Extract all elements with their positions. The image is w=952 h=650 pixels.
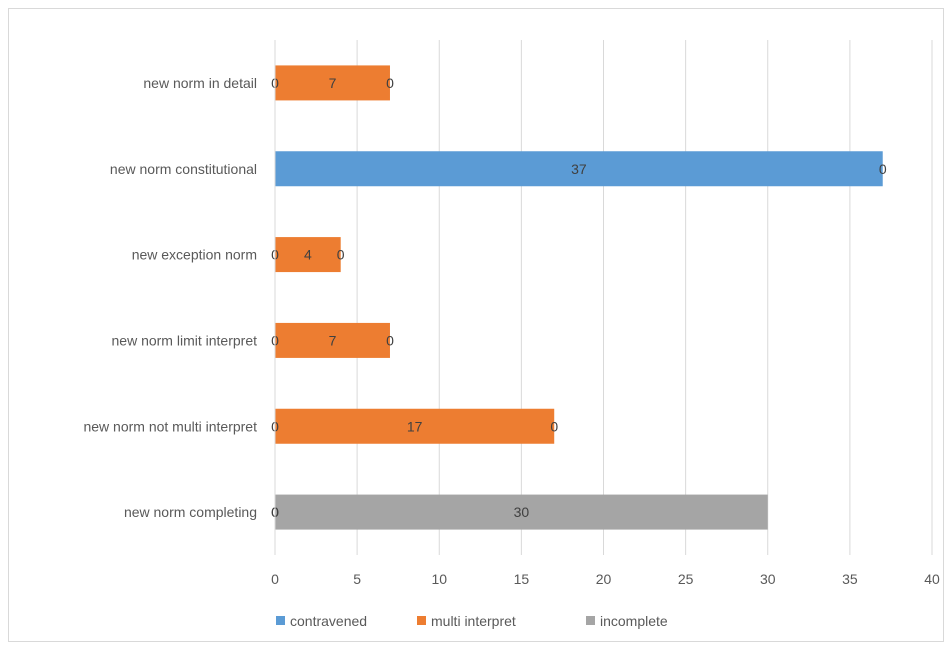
x-tick-labels: 0 5 10 15 20 25 30 35 40 bbox=[271, 571, 940, 587]
data-label: 0 bbox=[386, 332, 394, 348]
bar-multi-interpret bbox=[275, 237, 341, 273]
bar-contravened bbox=[275, 151, 883, 187]
data-label: 0 bbox=[386, 75, 394, 91]
category-label: new norm not multi interpret bbox=[83, 418, 257, 434]
legend-label: multi interpret bbox=[431, 613, 516, 629]
legend-swatch bbox=[417, 616, 426, 625]
x-tick-label: 35 bbox=[842, 571, 858, 587]
legend-swatch bbox=[586, 616, 595, 625]
chart-frame bbox=[8, 8, 944, 642]
data-label: 0 bbox=[550, 418, 558, 434]
legend-label: contravened bbox=[290, 613, 367, 629]
bar-incomplete bbox=[275, 494, 768, 530]
bar-multi-interpret bbox=[275, 65, 390, 101]
data-label: 30 bbox=[514, 504, 530, 520]
legend: contravened multi interpret incomplete bbox=[276, 613, 668, 629]
gridlines bbox=[356, 40, 933, 555]
data-label: 0 bbox=[337, 247, 345, 263]
x-tick-label: 20 bbox=[596, 571, 612, 587]
data-label: 7 bbox=[329, 75, 337, 91]
legend-swatch bbox=[276, 616, 285, 625]
x-tick-label: 30 bbox=[760, 571, 776, 587]
x-tick-label: 0 bbox=[271, 571, 279, 587]
x-tick-label: 15 bbox=[514, 571, 530, 587]
category-label: new norm completing bbox=[124, 504, 257, 520]
category-label: new norm limit interpret bbox=[112, 332, 258, 348]
category-label: new exception norm bbox=[132, 247, 257, 263]
category-label: new norm constitutional bbox=[110, 161, 257, 177]
data-label: 0 bbox=[879, 161, 887, 177]
data-label: 37 bbox=[571, 161, 587, 177]
bars bbox=[275, 65, 883, 530]
bar-multi-interpret bbox=[275, 408, 555, 444]
x-tick-label: 40 bbox=[924, 571, 940, 587]
bar-multi-interpret bbox=[275, 322, 390, 358]
category-labels: new norm in detail new norm constitutiona… bbox=[83, 75, 257, 520]
x-tick-label: 25 bbox=[678, 571, 694, 587]
data-label: 17 bbox=[407, 418, 423, 434]
x-tick-label: 5 bbox=[353, 571, 361, 587]
x-tick-label: 10 bbox=[431, 571, 447, 587]
data-label: 4 bbox=[304, 247, 312, 263]
legend-label: incomplete bbox=[600, 613, 668, 629]
data-labels: 07037004007001700030 bbox=[271, 75, 887, 520]
data-label: 7 bbox=[329, 332, 337, 348]
category-label: new norm in detail bbox=[143, 75, 257, 91]
